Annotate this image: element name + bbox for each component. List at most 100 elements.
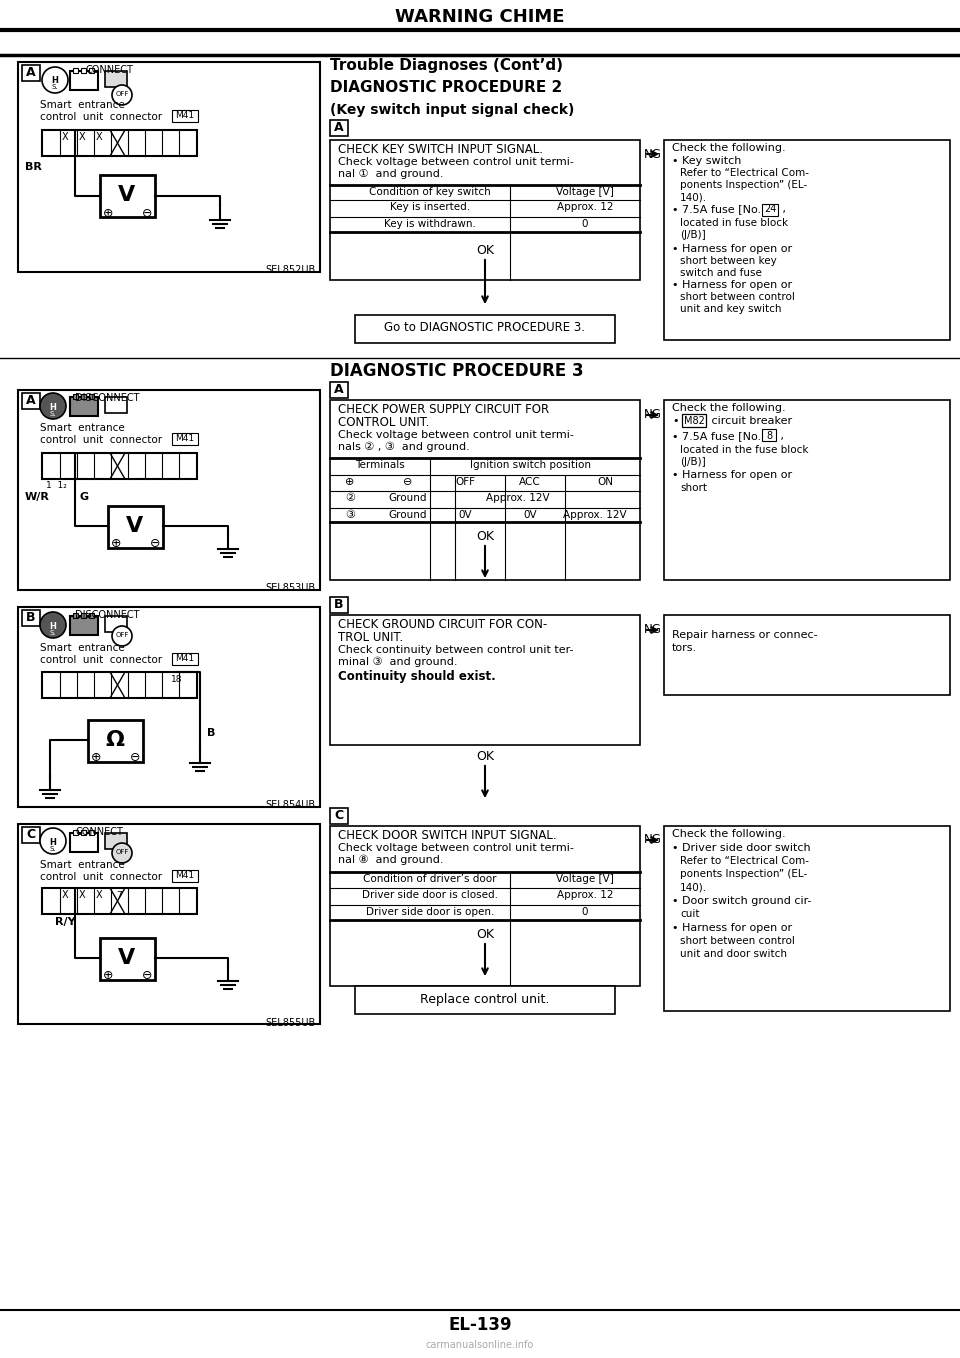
Text: tors.: tors.	[672, 642, 697, 653]
Text: OFF: OFF	[115, 631, 129, 638]
Text: X: X	[61, 132, 68, 143]
Bar	[22, 392, 40, 409]
Text: • 7.5A fuse [No.: • 7.5A fuse [No.	[672, 204, 761, 215]
Text: Approx. 12: Approx. 12	[557, 202, 613, 212]
Bar	[18, 824, 320, 1024]
Text: circuit breaker: circuit breaker	[708, 416, 792, 426]
Text: Check voltage between control unit termi-: Check voltage between control unit termi…	[338, 430, 574, 440]
Text: Refer to “Electrical Com-: Refer to “Electrical Com-	[680, 168, 809, 178]
Circle shape	[40, 828, 66, 854]
Text: ,: ,	[777, 430, 784, 441]
Text: CONTROL UNIT.: CONTROL UNIT.	[338, 416, 429, 429]
Text: control  unit  connector: control unit connector	[40, 655, 162, 665]
Text: 0V: 0V	[523, 511, 537, 520]
Text: Smart  entrance: Smart entrance	[40, 100, 125, 110]
Text: 7: 7	[116, 891, 122, 900]
Text: unit and door switch: unit and door switch	[680, 949, 787, 959]
Text: DIAGNOSTIC PROCEDURE 3: DIAGNOSTIC PROCEDURE 3	[330, 363, 584, 380]
Bar	[18, 62, 320, 272]
Text: Voltage [V]: Voltage [V]	[556, 875, 614, 884]
Bar	[81, 612, 86, 618]
Text: 0: 0	[582, 907, 588, 917]
Text: OK: OK	[476, 928, 494, 941]
Bar	[81, 830, 86, 835]
Bar	[355, 315, 615, 344]
Bar	[89, 394, 94, 399]
Text: SEL853UB: SEL853UB	[266, 583, 316, 593]
Text: ③: ③	[345, 511, 355, 520]
Text: A: A	[26, 394, 36, 407]
Text: control  unit  connector: control unit connector	[40, 435, 162, 445]
Circle shape	[40, 392, 66, 420]
Text: Continuity should exist.: Continuity should exist.	[338, 669, 495, 683]
Text: ON: ON	[597, 477, 613, 488]
Bar	[70, 832, 98, 851]
Text: short between control: short between control	[680, 292, 795, 301]
Text: • Driver side door switch: • Driver side door switch	[672, 843, 810, 853]
Text: DIAGNOSTIC PROCEDURE 2: DIAGNOSTIC PROCEDURE 2	[330, 80, 563, 95]
Bar	[89, 68, 94, 73]
Bar	[330, 382, 348, 398]
Text: located in fuse block: located in fuse block	[680, 219, 788, 228]
Text: nals ② , ③  and ground.: nals ② , ③ and ground.	[338, 441, 469, 452]
Text: Smart  entrance: Smart entrance	[40, 860, 125, 870]
Text: • Harness for open or: • Harness for open or	[672, 923, 792, 933]
Bar	[762, 204, 778, 216]
Text: nal ①  and ground.: nal ① and ground.	[338, 168, 444, 179]
Text: X: X	[79, 889, 85, 900]
Text: C: C	[27, 828, 36, 841]
Text: short between control: short between control	[680, 936, 795, 947]
Text: Voltage [V]: Voltage [V]	[556, 187, 614, 197]
Text: Check continuity between control unit ter-: Check continuity between control unit te…	[338, 645, 573, 655]
Text: cuit: cuit	[680, 909, 700, 919]
Text: 24: 24	[764, 204, 777, 215]
Text: ⊖: ⊖	[142, 970, 153, 982]
Bar	[22, 610, 40, 626]
Bar	[81, 394, 86, 399]
Text: ⊕: ⊕	[110, 536, 121, 550]
Bar	[70, 71, 98, 90]
Text: ⊖: ⊖	[403, 477, 413, 488]
Text: Repair harness or connec-: Repair harness or connec-	[672, 630, 818, 640]
Text: SEL854UB: SEL854UB	[266, 800, 316, 809]
Text: EL-139: EL-139	[448, 1316, 512, 1334]
Text: WARNING CHIME: WARNING CHIME	[396, 8, 564, 26]
Text: Check the following.: Check the following.	[672, 403, 785, 413]
Text: 0V: 0V	[458, 511, 471, 520]
Text: Check voltage between control unit termi-: Check voltage between control unit termi…	[338, 158, 574, 167]
Bar	[105, 397, 127, 413]
Bar	[42, 130, 197, 156]
Text: •: •	[672, 416, 679, 426]
Bar	[330, 140, 640, 280]
Bar	[105, 617, 127, 631]
Bar	[172, 110, 198, 122]
Text: G: G	[80, 492, 89, 502]
Text: CONNECT: CONNECT	[75, 827, 123, 837]
Text: CHECK DOOR SWITCH INPUT SIGNAL.: CHECK DOOR SWITCH INPUT SIGNAL.	[338, 828, 557, 842]
Text: Ω: Ω	[106, 731, 125, 750]
Bar	[81, 68, 86, 73]
Bar	[682, 414, 706, 426]
Text: Approx. 12: Approx. 12	[557, 889, 613, 900]
Circle shape	[112, 843, 132, 862]
Text: Key is withdrawn.: Key is withdrawn.	[384, 219, 476, 230]
Circle shape	[112, 86, 132, 105]
Text: ⊕: ⊕	[103, 970, 113, 982]
Text: A: A	[334, 121, 344, 134]
Text: H: H	[50, 403, 57, 411]
Text: • Harness for open or: • Harness for open or	[672, 244, 792, 254]
Text: short between key: short between key	[680, 257, 777, 266]
Text: (J/B)]: (J/B)]	[680, 458, 706, 467]
Text: DISCONNECT: DISCONNECT	[75, 392, 139, 403]
Text: W/R: W/R	[25, 492, 50, 502]
Circle shape	[42, 67, 68, 92]
Text: SEL855UB: SEL855UB	[266, 1018, 316, 1028]
Text: ACC: ACC	[519, 477, 540, 488]
Text: Smart  entrance: Smart entrance	[40, 642, 125, 653]
Text: Check the following.: Check the following.	[672, 143, 785, 153]
Bar	[664, 401, 950, 580]
Text: NG: NG	[644, 623, 661, 636]
Text: NG: NG	[644, 148, 661, 162]
Bar	[22, 827, 40, 843]
Bar	[172, 870, 198, 881]
